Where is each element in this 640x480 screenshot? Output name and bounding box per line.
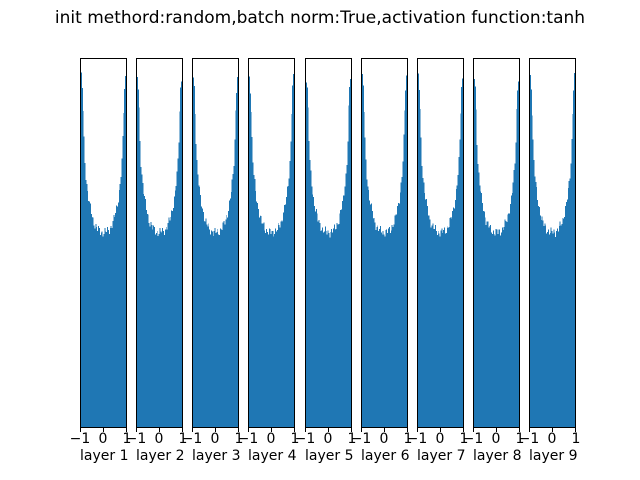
axes-box: [361, 58, 408, 428]
x-tick-label: 0: [435, 431, 445, 447]
x-tick-mark: [361, 428, 362, 432]
x-tick-mark: [136, 428, 137, 432]
x-tick-mark: [496, 428, 497, 432]
axes-box: [248, 58, 295, 428]
x-tick-label: −1: [462, 431, 484, 447]
x-axis-label: layer 5: [305, 448, 354, 464]
x-tick-mark: [215, 428, 216, 432]
chart-title: init methord:random,batch norm:True,acti…: [54, 8, 586, 28]
x-tick-label: −1: [350, 431, 372, 447]
x-tick-label: 1: [234, 431, 244, 447]
x-axis-label: layer 8: [473, 448, 522, 464]
x-tick-label: 0: [491, 431, 501, 447]
x-axis-label: layer 1: [80, 448, 129, 464]
x-tick-mark: [407, 428, 408, 432]
histogram-bars: [81, 72, 126, 427]
x-tick-label: 1: [459, 431, 469, 447]
x-tick-mark: [271, 428, 272, 432]
axes-box: [529, 58, 576, 428]
x-tick-mark: [238, 428, 239, 432]
histogram-panel: −1 0 1 layer 7: [407, 58, 468, 463]
histogram-panel: −1 0 1 layer 2: [126, 58, 187, 463]
x-tick-label: −1: [406, 431, 428, 447]
x-tick-label: 0: [379, 431, 389, 447]
x-tick-mark: [519, 428, 520, 432]
x-tick-mark: [126, 428, 127, 432]
x-tick-label: −1: [69, 431, 91, 447]
x-tick-label: 1: [571, 431, 581, 447]
histogram-panel: −1 0 1 layer 4: [238, 58, 299, 463]
x-tick-mark: [80, 428, 81, 432]
x-tick-mark: [294, 428, 295, 432]
x-tick-mark: [182, 428, 183, 432]
histogram-bars: [418, 73, 463, 427]
x-tick-label: 0: [154, 431, 164, 447]
x-tick-label: 1: [122, 431, 132, 447]
axes-box: [192, 58, 239, 428]
histogram-bars: [474, 79, 519, 427]
x-tick-mark: [552, 428, 553, 432]
axes-box: [80, 58, 127, 428]
axes-box: [136, 58, 183, 428]
x-tick-mark: [103, 428, 104, 432]
histogram-panel: −1 0 1 layer 3: [182, 58, 243, 463]
x-tick-mark: [463, 428, 464, 432]
x-axis-label: layer 3: [192, 448, 241, 464]
histogram-bars: [249, 73, 294, 427]
x-tick-label: 1: [178, 431, 188, 447]
x-tick-label: 1: [347, 431, 357, 447]
x-tick-label: 0: [547, 431, 557, 447]
histogram-bars: [530, 73, 575, 427]
x-tick-label: −1: [181, 431, 203, 447]
x-tick-mark: [384, 428, 385, 432]
x-axis-label: layer 2: [136, 448, 185, 464]
x-tick-label: 1: [515, 431, 525, 447]
histogram-panel: −1 0 1 layer 1: [70, 58, 131, 463]
x-tick-mark: [440, 428, 441, 432]
x-tick-label: 0: [323, 431, 333, 447]
x-tick-mark: [417, 428, 418, 432]
x-tick-mark: [529, 428, 530, 432]
x-tick-mark: [473, 428, 474, 432]
histogram-panel: −1 0 1 layer 9: [519, 58, 580, 463]
x-tick-label: 1: [403, 431, 413, 447]
x-tick-label: 0: [266, 431, 276, 447]
x-tick-label: 0: [98, 431, 108, 447]
histogram-panel: −1 0 1 layer 8: [463, 58, 524, 463]
axes-box: [417, 58, 464, 428]
histogram-bars: [362, 74, 407, 427]
x-axis-label: layer 4: [248, 448, 297, 464]
histogram-panel: −1 0 1 layer 6: [351, 58, 412, 463]
histogram-bars: [306, 79, 351, 427]
x-axis-label: layer 9: [529, 448, 578, 464]
x-tick-mark: [575, 428, 576, 432]
x-tick-mark: [351, 428, 352, 432]
x-axis-label: layer 6: [361, 448, 410, 464]
x-tick-label: −1: [294, 431, 316, 447]
x-axis-label: layer 7: [417, 448, 466, 464]
x-tick-mark: [192, 428, 193, 432]
x-tick-mark: [159, 428, 160, 432]
x-tick-mark: [248, 428, 249, 432]
x-tick-label: −1: [125, 431, 147, 447]
x-tick-label: −1: [237, 431, 259, 447]
axes-box: [473, 58, 520, 428]
x-tick-mark: [305, 428, 306, 432]
x-tick-mark: [328, 428, 329, 432]
histogram-bars: [137, 76, 182, 427]
x-tick-label: 1: [290, 431, 300, 447]
x-tick-label: −1: [518, 431, 540, 447]
axes-box: [305, 58, 352, 428]
histogram-panel: −1 0 1 layer 5: [295, 58, 356, 463]
histogram-bars: [193, 76, 238, 427]
x-tick-label: 0: [210, 431, 220, 447]
